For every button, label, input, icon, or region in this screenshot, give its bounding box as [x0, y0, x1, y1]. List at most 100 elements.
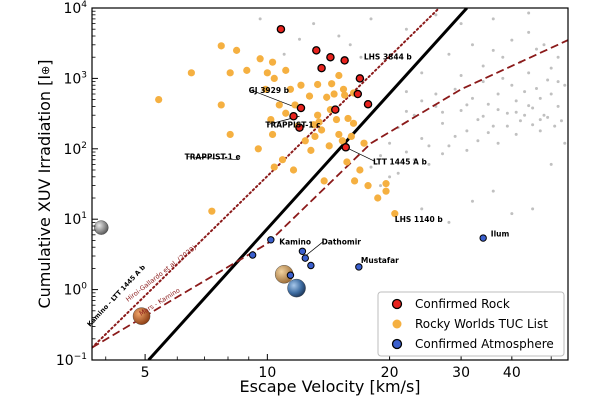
rocky-worlds-point — [374, 194, 382, 202]
background-point — [359, 55, 363, 59]
background-point — [447, 220, 451, 224]
background-point — [434, 92, 438, 96]
background-point — [404, 90, 408, 94]
confirmed-rock-point — [355, 74, 365, 83]
confirmed-atmosphere-point — [479, 234, 487, 242]
rocky-worlds-point — [391, 210, 399, 218]
background-point — [523, 90, 527, 94]
annotation-lhs-1140-b: LHS 1140 b — [395, 215, 444, 224]
background-point — [427, 144, 431, 148]
rocky-worlds-point — [343, 158, 351, 166]
background-point — [441, 110, 445, 114]
background-point — [542, 113, 546, 117]
background-point — [404, 109, 408, 113]
confirmed-rock-point — [276, 24, 286, 34]
background-point — [496, 141, 500, 145]
annotation-leaders — [186, 89, 376, 257]
confirmed-rock-point — [317, 63, 326, 73]
background-point — [546, 115, 550, 119]
legend: Confirmed Rock Rocky Worlds TUC List Confi… — [377, 291, 565, 357]
rocky-worlds-point — [335, 71, 343, 80]
background-point — [470, 96, 474, 100]
background-point — [396, 171, 400, 175]
background-point — [531, 106, 535, 110]
rocky-worlds-point — [311, 132, 319, 141]
annotation-mustafar: Mustafar — [361, 256, 399, 265]
background-point — [486, 131, 490, 135]
rocky-worlds-point — [330, 90, 338, 98]
rocky-worlds-point — [335, 130, 343, 139]
background-point — [470, 43, 474, 47]
background-point — [531, 207, 535, 211]
background-point — [510, 83, 514, 87]
background-point — [546, 78, 550, 82]
rocky-worlds-point — [347, 132, 355, 141]
confirmed-rock-point — [326, 52, 335, 62]
background-point — [538, 118, 542, 122]
legend-marker — [392, 319, 402, 329]
rocky-worlds-point — [286, 85, 295, 93]
background-point — [465, 129, 469, 133]
planet-annotations: LHS 3844 b GJ 3929 b TRAPPIST-1 c TRAPPIST-… — [185, 53, 510, 265]
rocky-worlds-point — [268, 130, 277, 139]
background-point — [476, 139, 480, 143]
confirmed-rock-point — [340, 56, 349, 65]
x-tick-label: 30 — [452, 365, 470, 381]
y-tick-label: 104 — [63, 0, 87, 17]
mars-body-icon — [132, 307, 151, 325]
background-point — [412, 158, 416, 162]
x-axis-ticks: 5 10 20 30 40 — [105, 354, 552, 381]
confirmed-rock-point — [295, 123, 304, 132]
background-point — [379, 184, 383, 188]
rocky-worlds-point — [217, 42, 225, 50]
background-point — [420, 99, 424, 103]
background-point — [553, 124, 557, 128]
rocky-worlds-point — [341, 91, 349, 99]
rocky-worlds-point — [317, 126, 326, 134]
background-point — [465, 148, 469, 152]
legend-marker — [391, 338, 403, 350]
background-point — [514, 132, 518, 136]
confirmed-rock-point — [341, 143, 351, 152]
background-point — [404, 150, 408, 154]
rocky-worlds-point — [310, 121, 318, 129]
confirmed-rock-point — [312, 46, 321, 55]
background-point — [491, 189, 495, 193]
annotation-dathomir: Dathomir — [322, 237, 362, 246]
y-tick-label: 100 — [63, 282, 87, 299]
background-point — [453, 87, 457, 91]
background-point — [420, 71, 424, 75]
background-point — [258, 17, 262, 21]
background-point — [481, 64, 485, 68]
y-tick-label: 10−1 — [56, 352, 87, 369]
earth-body-icon — [287, 278, 306, 298]
data-series — [155, 24, 487, 279]
rocky-worlds-point — [320, 177, 328, 185]
background-point — [379, 154, 383, 158]
annotation-ltt-1445-a-b: LTT 1445 A b — [373, 157, 427, 166]
background-point — [518, 119, 522, 123]
background-point — [348, 43, 352, 47]
background-point — [282, 52, 286, 56]
annotation-lhs-3844-b: LHS 3844 b — [364, 53, 413, 62]
rocky-worlds-point — [254, 145, 262, 153]
background-point — [501, 76, 505, 80]
background-point — [337, 34, 341, 38]
rocky-worlds-point — [226, 130, 234, 139]
rocky-worlds-point — [328, 80, 336, 88]
background-point — [556, 80, 560, 84]
background-point — [447, 144, 451, 148]
confirmed-atmosphere-point — [298, 247, 307, 255]
background-point — [556, 104, 560, 108]
annotation-leader-line — [250, 89, 300, 110]
background-point — [388, 175, 392, 179]
confirmed-atmosphere-point — [267, 236, 275, 244]
y-tick-label: 103 — [63, 70, 87, 87]
rocky-worlds-point — [282, 109, 290, 117]
earth-symbol: ⊕ — [39, 66, 52, 75]
shoreline-solid-line — [147, 8, 469, 360]
rocky-worlds-point — [301, 137, 309, 145]
background-point — [491, 48, 495, 52]
